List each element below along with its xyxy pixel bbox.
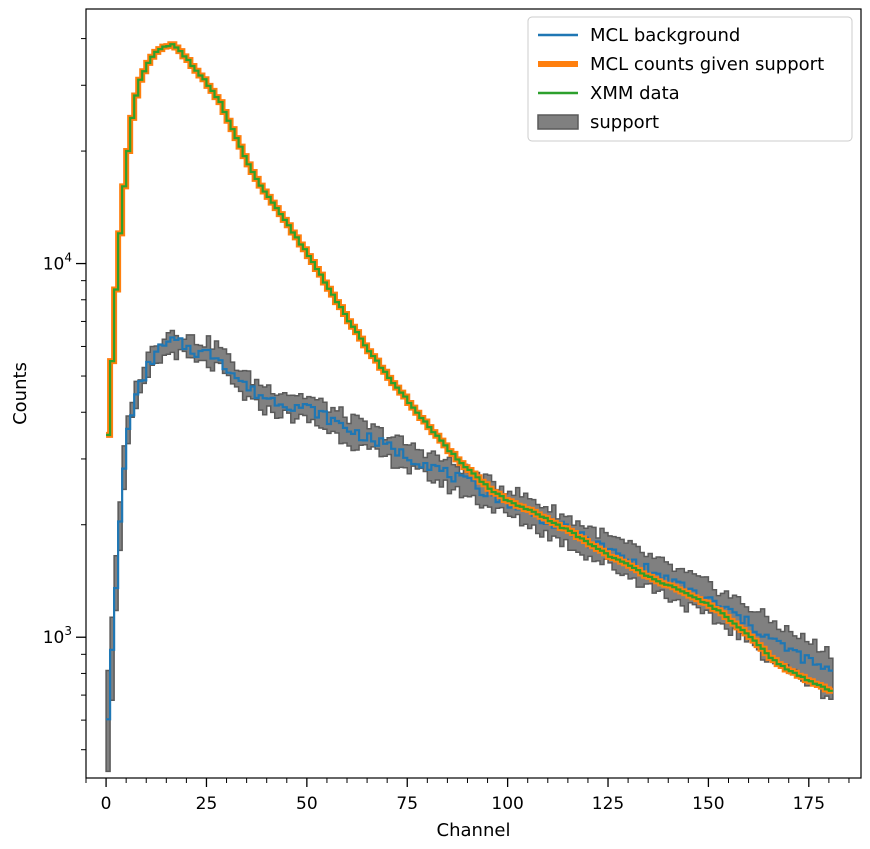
legend-box <box>527 16 853 142</box>
plot-area <box>105 41 834 773</box>
y-tick-label: 104 <box>43 251 72 275</box>
x-tick-label: 50 <box>296 794 318 814</box>
x-axis-label: Channel <box>437 820 511 841</box>
support-band <box>105 329 834 773</box>
legend-label: MCL background <box>590 25 740 46</box>
legend-label: MCL counts given support <box>590 54 824 75</box>
x-tick-label: 25 <box>196 794 218 814</box>
x-tick-label: 0 <box>101 794 112 814</box>
x-tick-label: 125 <box>592 794 624 814</box>
x-tick-label: 100 <box>491 794 523 814</box>
y-axis-label: Counts <box>10 362 31 425</box>
x-tick-label: 175 <box>793 794 825 814</box>
series-xmm-data <box>106 43 833 692</box>
legend: MCL background MCL counts given support XM… <box>527 16 853 142</box>
legend-swatch <box>537 114 579 130</box>
x-tick-label: 75 <box>396 794 418 814</box>
x-tick-label: 150 <box>692 794 724 814</box>
y-tick-label: 103 <box>43 624 72 648</box>
series-mcl-background <box>106 336 833 721</box>
legend-label: XMM data <box>590 83 680 104</box>
legend-label: support <box>590 112 659 133</box>
axes-frame <box>85 8 862 779</box>
axes: 0 25 50 75 100 125 150 175 103 104 <box>43 8 862 814</box>
